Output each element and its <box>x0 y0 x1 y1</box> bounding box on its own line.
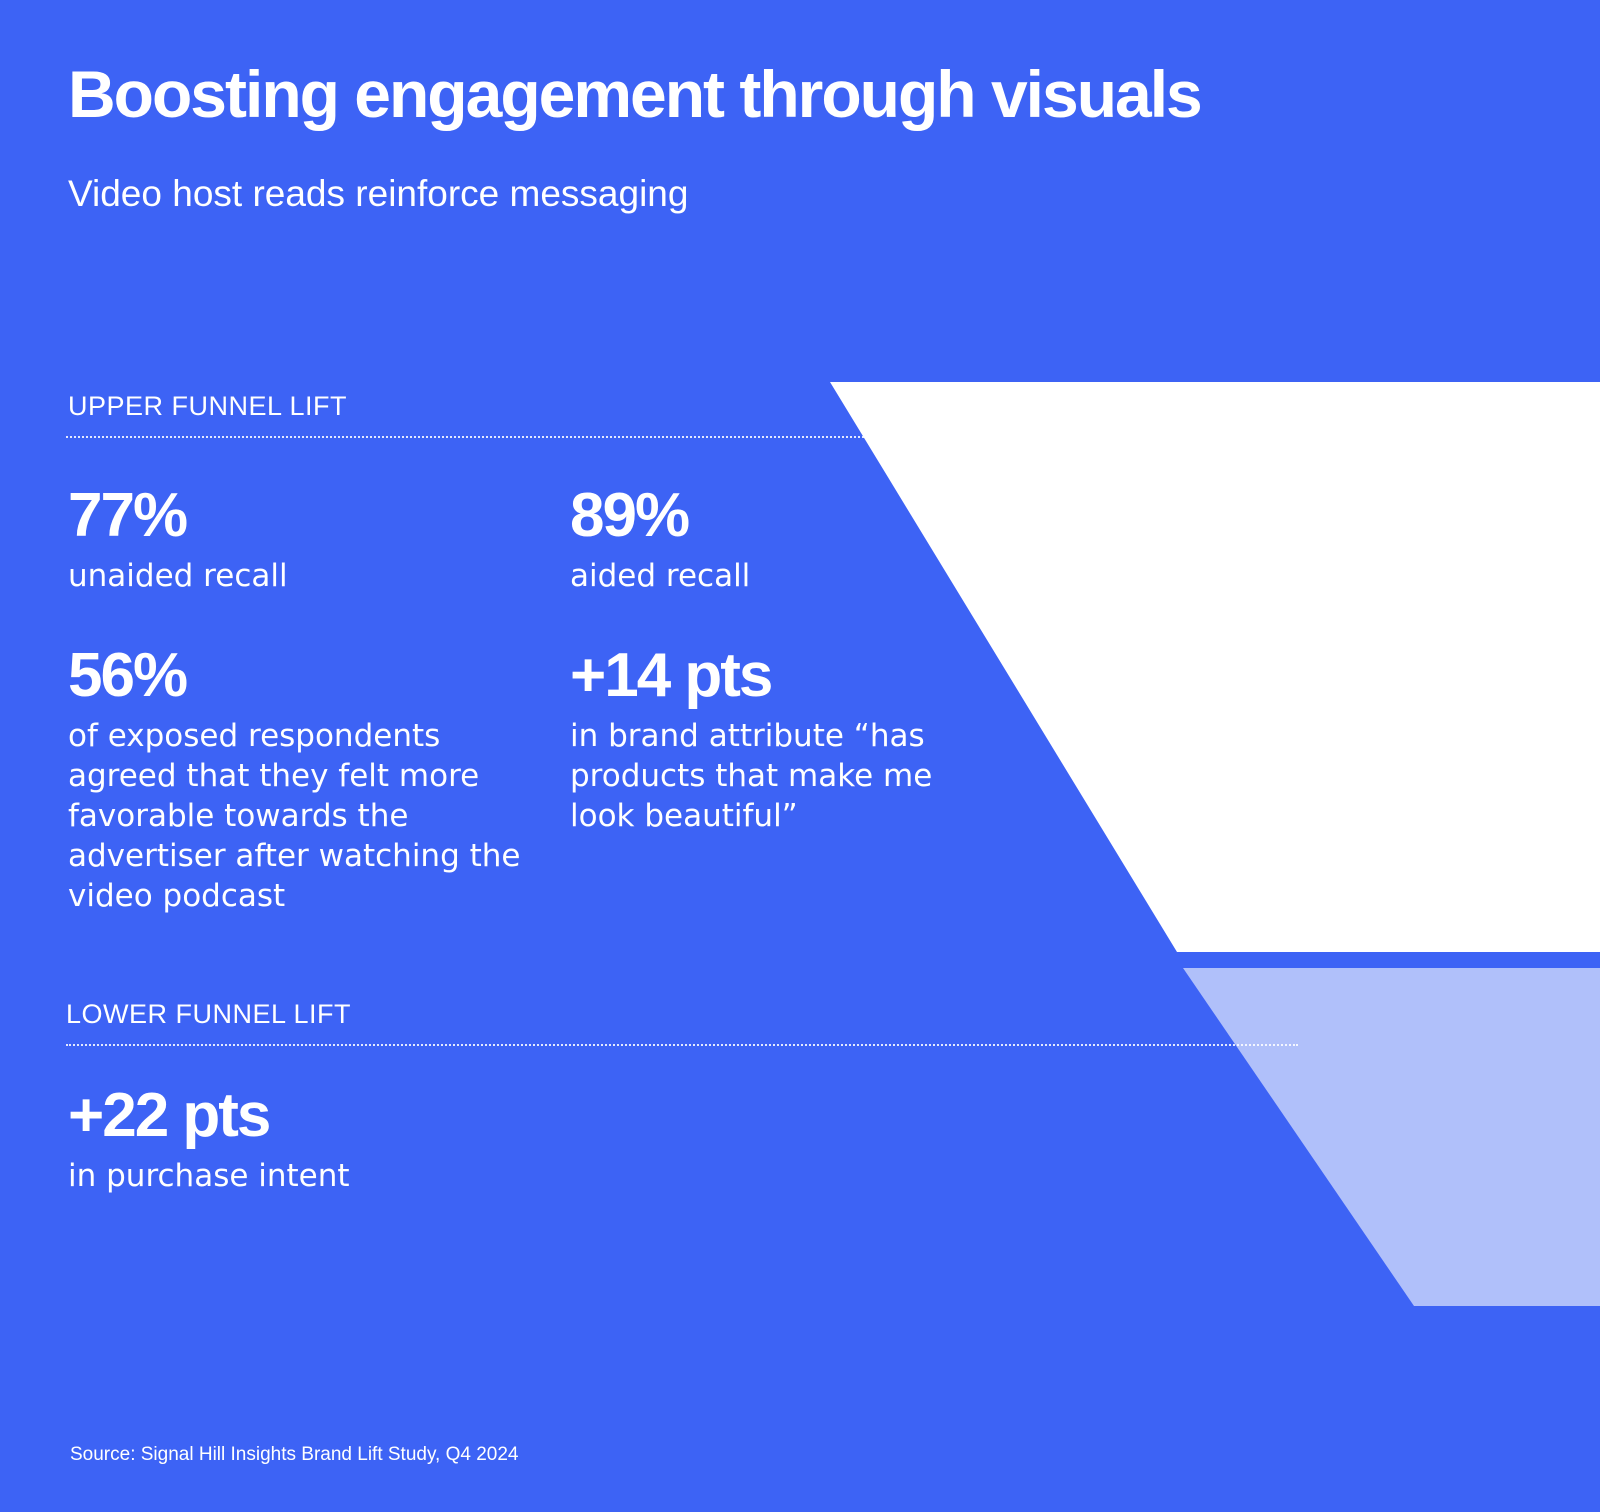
stat-value: 77% <box>68 481 188 550</box>
stat-brand-attribute: +14 pts in brand attribute “has products… <box>570 641 960 836</box>
upper-funnel-shape <box>830 382 1600 952</box>
stat-description: unaided recall <box>68 558 288 595</box>
lower-funnel-label: LOWER FUNNEL LIFT <box>66 999 352 1029</box>
stat-unaided-recall: 77% unaided recall <box>68 481 508 596</box>
source-note: Source: Signal Hill Insights Brand Lift … <box>70 1444 519 1465</box>
stat-value: +22 pts <box>68 1081 271 1150</box>
stat-value: 56% <box>68 641 188 710</box>
lower-funnel-shape <box>1183 968 1600 1306</box>
stat-value: 89% <box>570 481 690 550</box>
page-subtitle: Video host reads reinforce messaging <box>68 173 689 214</box>
stat-description: of exposed respondents agreed that they … <box>68 718 521 915</box>
stat-favorability: 56% of exposed respondents agreed that t… <box>68 641 538 916</box>
stat-value: +14 pts <box>570 641 773 710</box>
stat-description: in purchase intent <box>68 1158 350 1195</box>
page-title: Boosting engagement through visuals <box>68 57 1203 131</box>
upper-funnel-divider <box>66 436 864 438</box>
lower-funnel-divider <box>66 1044 1298 1046</box>
stat-purchase-intent: +22 pts in purchase intent <box>68 1081 568 1196</box>
stat-description: aided recall <box>570 558 751 595</box>
stat-aided-recall: 89% aided recall <box>570 481 990 596</box>
upper-funnel-label: UPPER FUNNEL LIFT <box>68 391 348 421</box>
stat-description: in brand attribute “has products that ma… <box>570 718 933 835</box>
